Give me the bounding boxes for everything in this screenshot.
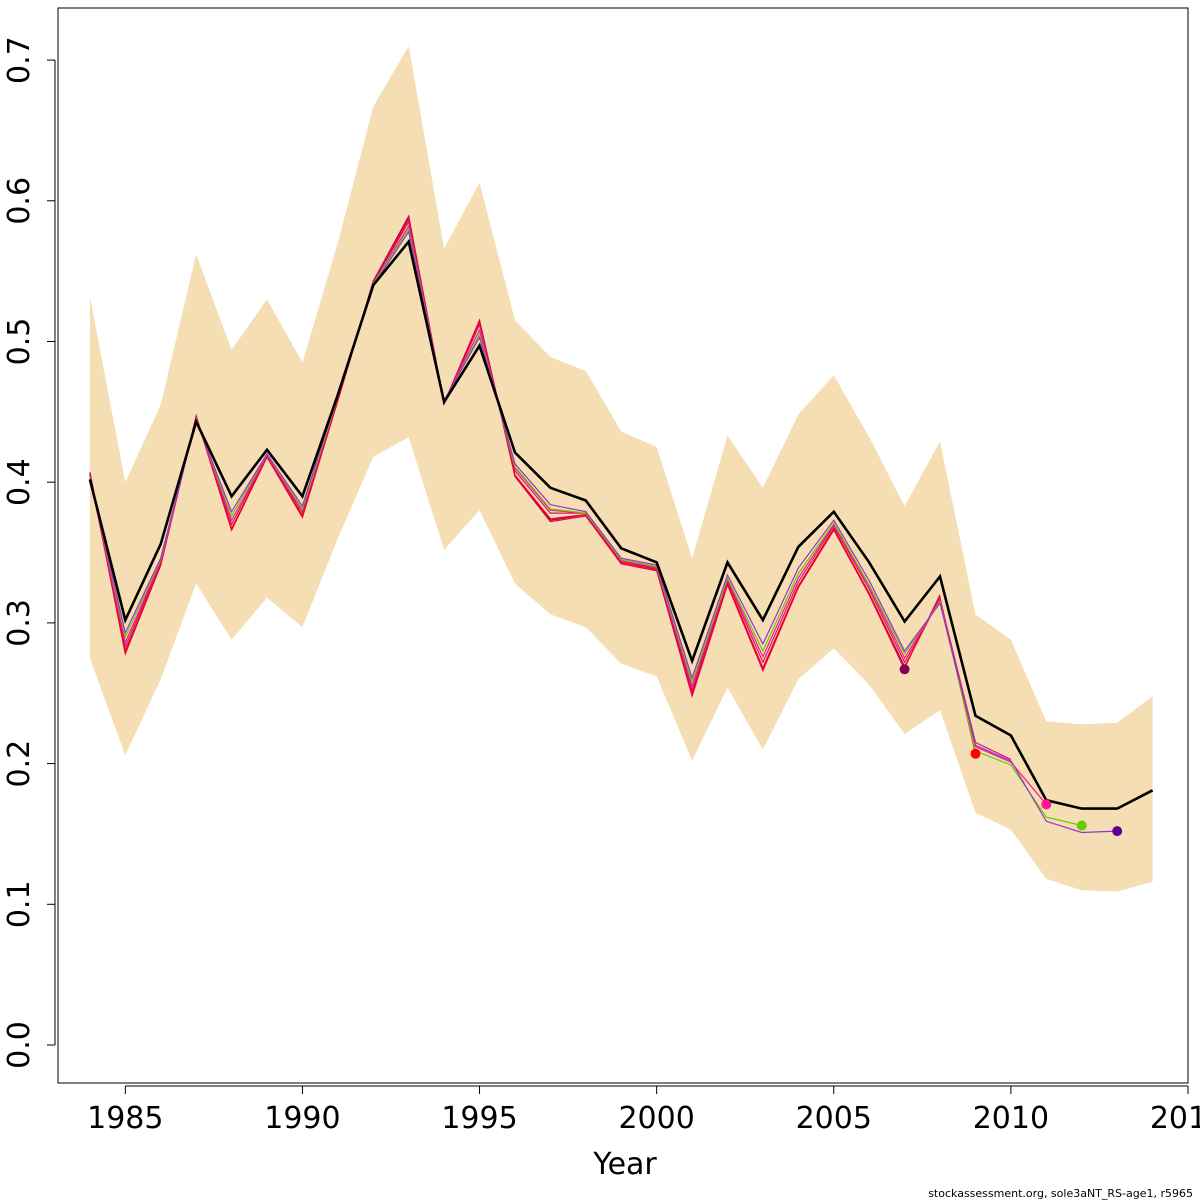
x-axis: 1985 1990 1995 2000 2005 2010 2015 xyxy=(87,1085,1200,1136)
footer-note: stockassessment.org, sole3aNT_RS-age1, r… xyxy=(928,1187,1193,1200)
y-tick-label: 0.0 xyxy=(2,1021,37,1069)
endpoint-marker-retro-2007 xyxy=(899,664,910,675)
confidence-band-layer xyxy=(89,46,1153,892)
confidence-band xyxy=(89,46,1153,892)
series-line-retro-2013 xyxy=(89,230,1118,834)
series-line-retro-2011 xyxy=(89,224,1047,805)
endpoint-layer xyxy=(899,664,1123,837)
plot-frame xyxy=(57,7,1189,1084)
y-axis: 0.0 0.1 0.2 0.3 0.4 0.5 0.6 0.7 xyxy=(2,36,56,1069)
x-tick-label: 1995 xyxy=(441,1101,517,1136)
x-tick-label: 1985 xyxy=(87,1101,163,1136)
x-tick-label: 2000 xyxy=(618,1101,694,1136)
x-tick-label: 2015 xyxy=(1150,1101,1200,1136)
x-tick-label: 2010 xyxy=(973,1101,1049,1136)
endpoint-marker-retro-2012 xyxy=(1076,820,1087,831)
x-axis-title: Year xyxy=(592,1147,657,1182)
series-line-retro-2009 xyxy=(89,217,977,754)
y-tick-label: 0.1 xyxy=(2,880,37,928)
endpoint-marker-retro-2011 xyxy=(1041,799,1052,810)
y-tick-label: 0.6 xyxy=(2,177,37,225)
y-tick-label: 0.5 xyxy=(2,318,37,366)
series-line-retro-2012 xyxy=(89,227,1082,827)
y-tick-label: 0.7 xyxy=(2,36,37,84)
y-tick-label: 0.2 xyxy=(2,740,37,788)
endpoint-marker-retro-2009 xyxy=(970,748,981,759)
y-tick-label: 0.4 xyxy=(2,458,37,506)
series-line-final-assessment xyxy=(88,238,1154,810)
series-line-retro-2010 xyxy=(89,220,1012,760)
endpoint-marker-retro-2013-end xyxy=(1112,826,1123,837)
x-tick-label: 1990 xyxy=(264,1101,340,1136)
series-layer xyxy=(88,214,1154,834)
y-tick-label: 0.3 xyxy=(2,599,37,647)
x-tick-label: 2005 xyxy=(796,1101,872,1136)
